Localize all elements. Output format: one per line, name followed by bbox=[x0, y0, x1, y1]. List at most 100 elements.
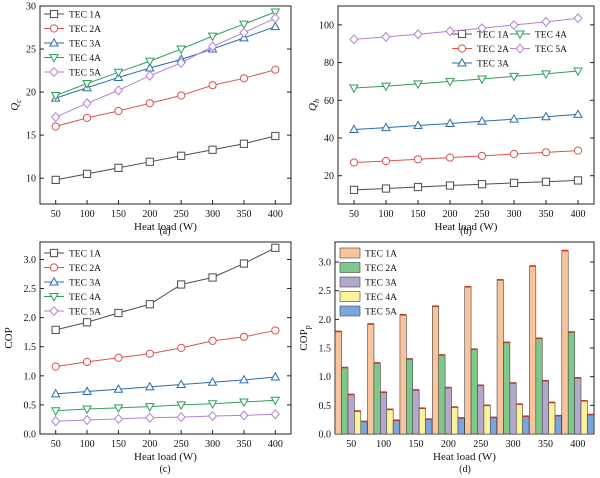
data-point bbox=[51, 175, 60, 184]
data-point bbox=[114, 353, 123, 362]
bar bbox=[587, 414, 595, 435]
legend-label: TEC 3A bbox=[69, 279, 101, 289]
data-point bbox=[113, 404, 124, 414]
data-point bbox=[413, 29, 423, 40]
data-point bbox=[239, 27, 249, 38]
data-point bbox=[477, 75, 487, 85]
data-point bbox=[51, 122, 60, 131]
data-point bbox=[113, 85, 124, 96]
bar bbox=[483, 405, 491, 435]
bar bbox=[470, 348, 478, 435]
legend-label: TEC 2A bbox=[477, 45, 509, 55]
data-point bbox=[145, 300, 154, 309]
y-tick-label: 20 bbox=[324, 171, 334, 182]
data-point bbox=[541, 16, 551, 27]
y-axis-label-subscript: h bbox=[312, 99, 321, 103]
data-point bbox=[349, 84, 359, 94]
x-tick-label: 200 bbox=[443, 209, 458, 220]
data-point bbox=[176, 411, 186, 423]
x-tick-label: 150 bbox=[111, 209, 126, 220]
x-tick-label: 300 bbox=[205, 209, 220, 220]
data-point bbox=[541, 111, 551, 121]
data-point bbox=[239, 259, 249, 268]
legend-label: TEC 3A bbox=[69, 40, 101, 50]
legend-entry: TEC 5A bbox=[339, 305, 397, 318]
data-point bbox=[208, 273, 217, 282]
legend-marker bbox=[49, 37, 59, 47]
data-point bbox=[349, 124, 359, 134]
legend-entry: TEC 2A bbox=[44, 263, 101, 274]
bar bbox=[548, 402, 556, 435]
y-axis-label: Qc bbox=[9, 99, 23, 111]
legend-entry: TEC 3A bbox=[44, 276, 101, 289]
x-tick-label: 50 bbox=[346, 439, 356, 450]
bar bbox=[399, 314, 407, 435]
data-point bbox=[144, 381, 155, 391]
data-point bbox=[573, 176, 583, 185]
data-point bbox=[144, 403, 155, 412]
legend-entry: TEC 1A bbox=[44, 9, 101, 21]
series-tec-1a bbox=[51, 131, 280, 184]
bar bbox=[354, 410, 362, 435]
data-point bbox=[207, 41, 218, 52]
y-tick-label: 100 bbox=[319, 20, 334, 31]
data-point bbox=[445, 153, 455, 162]
bar bbox=[489, 417, 497, 435]
y-axis-label-subscript: p bbox=[303, 325, 312, 329]
data-point bbox=[50, 92, 61, 101]
bar-series-tec-1a bbox=[334, 249, 569, 435]
bar bbox=[432, 305, 440, 435]
bar bbox=[574, 377, 582, 435]
legend-swatch bbox=[339, 276, 361, 288]
panel-a-line-chart-qc: 10 15 20 25 30 50 100 150 200 250 300 350 400 Heat lo… bbox=[9, 2, 292, 237]
data-point bbox=[239, 410, 249, 421]
series-tec-1a bbox=[51, 243, 280, 334]
data-point bbox=[381, 184, 391, 193]
bar bbox=[386, 409, 394, 435]
y-tick-label: 1.5 bbox=[24, 342, 37, 353]
data-point bbox=[176, 57, 186, 68]
data-point bbox=[270, 409, 280, 420]
data-point bbox=[239, 374, 249, 384]
legend-marker bbox=[457, 57, 467, 67]
legend-entry: TEC 5A bbox=[44, 66, 101, 79]
legend-entry: TEC 4A bbox=[510, 30, 567, 41]
x-tick-label: 100 bbox=[376, 439, 391, 450]
y-tick-label: 20 bbox=[26, 88, 36, 99]
data-point bbox=[239, 139, 249, 148]
data-point bbox=[82, 318, 92, 327]
panel-c-line-chart-cop: 0.0 0.5 1.0 1.5 2.0 2.5 3.0 50 100 150 200 250 300 35… bbox=[3, 241, 292, 475]
series-tec-3a bbox=[50, 371, 281, 398]
bar-series-tec-4a bbox=[354, 399, 588, 435]
legend-label: TEC 1A bbox=[69, 250, 101, 260]
legend-marker bbox=[49, 54, 59, 63]
x-axis-label: Heat load (W) bbox=[435, 221, 498, 233]
series-line bbox=[55, 26, 276, 99]
y-tick-label: 40 bbox=[324, 134, 334, 145]
x-tick-label: 200 bbox=[142, 439, 157, 450]
bar bbox=[567, 331, 575, 435]
x-tick-label: 250 bbox=[174, 439, 189, 450]
series-line bbox=[55, 135, 276, 181]
panel-caption: (c) bbox=[159, 464, 170, 475]
legend-entry: TEC 3A bbox=[452, 57, 509, 70]
x-tick-label: 350 bbox=[236, 209, 251, 220]
y-tick-label: 30 bbox=[26, 2, 36, 13]
y-tick-label: 3.0 bbox=[319, 258, 332, 269]
data-point bbox=[114, 163, 123, 172]
bar bbox=[360, 421, 368, 435]
series-tec-1a bbox=[349, 176, 583, 194]
plot-frame bbox=[337, 5, 595, 205]
series-line bbox=[55, 376, 276, 395]
bar bbox=[373, 362, 381, 435]
data-point bbox=[381, 82, 391, 92]
legend-marker bbox=[515, 43, 525, 54]
legend-label: TEC 2A bbox=[69, 264, 101, 274]
legend-label: TEC 1A bbox=[477, 31, 509, 41]
bar bbox=[509, 382, 517, 435]
series-line bbox=[55, 413, 276, 422]
bar bbox=[380, 391, 388, 435]
data-point bbox=[413, 80, 423, 90]
data-point bbox=[207, 410, 218, 422]
series-line bbox=[353, 113, 579, 131]
